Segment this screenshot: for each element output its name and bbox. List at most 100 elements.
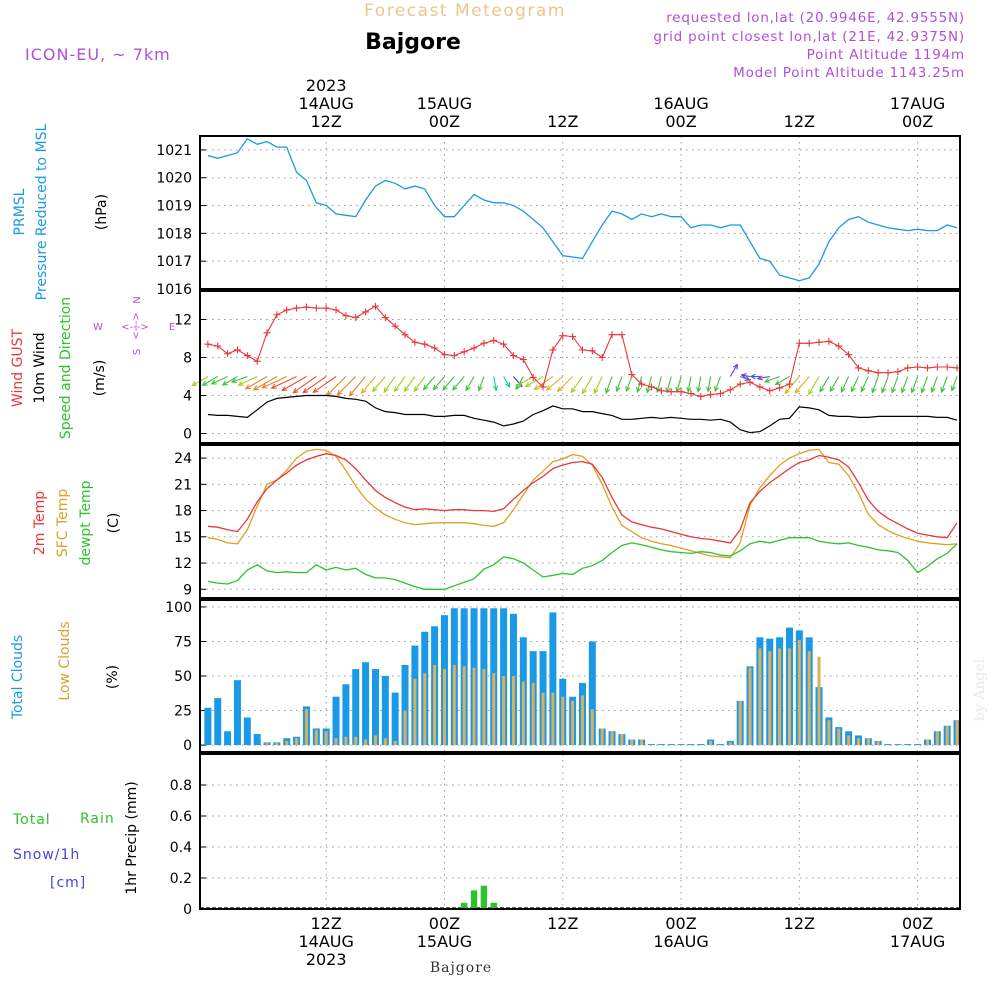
wind-arrow [222, 376, 238, 386]
gust-marker [204, 340, 212, 348]
pressure-y-tick-label: 1020 [156, 171, 192, 187]
wind-arrow-head [881, 387, 887, 394]
cloud-bars [204, 608, 961, 746]
wind-arrow-head [625, 386, 631, 393]
top-time-label: 15AUG [417, 94, 472, 113]
wind-arrow [423, 376, 436, 390]
gust-marker [401, 331, 409, 339]
low-cloud-bar [945, 725, 949, 746]
wind-arrow-head [336, 390, 343, 396]
bottom-time-label: 00Z [902, 914, 933, 933]
total-cloud-bar [381, 676, 389, 746]
wind-arrow-head [371, 386, 378, 393]
gust-marker [894, 368, 902, 376]
low-cloud-bar [709, 740, 713, 746]
grid-point-coords: grid point closest lon,lat (21E, 42.9375… [653, 29, 965, 45]
gust-marker [815, 338, 823, 346]
gust-marker [332, 306, 340, 314]
gust-marker [263, 329, 271, 337]
temp-y-tick-label: 9 [183, 582, 192, 598]
wind-arrow [616, 376, 623, 392]
precipitation-panel: 0 0.2 0.4 0.6 0.8 [170, 753, 961, 918]
wind-arrow [302, 376, 327, 394]
wind-arrow-head [920, 387, 926, 394]
wind-arrow [764, 375, 780, 383]
clouds-y-tick-label: 25 [174, 704, 192, 720]
total-cloud-bar [352, 669, 360, 746]
wind-arrow [202, 376, 219, 386]
low-cloud-bar [787, 648, 791, 746]
wind-arrow-head [900, 387, 906, 394]
total-label: Total [12, 812, 51, 828]
bottom-time-label: 16AUG [653, 932, 708, 951]
total-cloud-bar [362, 662, 370, 746]
total-cloud-bar [657, 744, 665, 746]
gust-marker [776, 384, 784, 392]
gust-marker [608, 331, 616, 339]
wind-arrow [911, 376, 919, 393]
wind-arrow [757, 375, 770, 380]
wind-arrow [245, 376, 268, 390]
wind-arrow-head [665, 387, 671, 394]
total-cloud-bar [914, 744, 922, 746]
low-cloud-bar [413, 678, 417, 746]
gust-marker [914, 363, 922, 371]
gust-marker [845, 351, 853, 359]
gust-marker [825, 337, 833, 345]
pressure-y-tick-label: 1018 [156, 226, 192, 242]
temp-unit: (C) [106, 513, 122, 534]
wind-dir-label: Speed and Direction [58, 297, 74, 439]
total-cloud-bar [391, 692, 399, 746]
total-cloud-bar [904, 744, 912, 746]
wind-arrow [211, 376, 228, 385]
top-time-label: 00Z [902, 112, 933, 131]
total-cloud-bar [401, 664, 409, 746]
snow-unit-label: [cm] [50, 875, 86, 891]
wind-arrow-head [696, 386, 702, 394]
gust-marker [500, 340, 508, 348]
gust-marker [490, 336, 498, 344]
precip-y-tick-label: 0.6 [170, 809, 192, 825]
wind-arrow-head [545, 385, 552, 391]
low-cloud-bar [344, 736, 348, 746]
low-cloud-bar [778, 648, 782, 746]
wind-arrow-head [516, 381, 523, 387]
compass-ns-arrow: <---> [131, 312, 142, 340]
low-cloud-bar [304, 709, 308, 746]
gust-marker [697, 392, 705, 400]
wind-arrow [819, 376, 830, 392]
wind-arrow-head [714, 386, 720, 393]
pressure-y-tick-label: 1019 [156, 199, 192, 215]
low-cloud-bar [758, 648, 762, 746]
sfc-temp-label: SFC Temp [55, 489, 71, 558]
wind-arrow-head [244, 384, 251, 390]
low-cloud-bar [640, 739, 644, 746]
low-cloud-bar [275, 742, 279, 746]
wind-arrow [687, 376, 692, 392]
wind-arrow-head [774, 380, 781, 386]
wind-arrow [383, 376, 396, 393]
rain-label: Rain [80, 811, 115, 827]
gust-marker [450, 352, 458, 360]
low-cloud-bar [531, 682, 535, 746]
wind-arrow-head [348, 390, 355, 397]
precip-grid [200, 754, 960, 910]
temp2m-label: 2m Temp [32, 491, 48, 555]
gust-marker [716, 390, 724, 398]
gust-marker [943, 363, 951, 371]
low-cloud-bar [600, 728, 604, 746]
wind-arrow-head [191, 381, 198, 387]
wind-arrow [238, 376, 258, 386]
compass-e: E [169, 322, 175, 333]
low-cloud-bar [571, 700, 575, 746]
wind-arrow [361, 376, 376, 394]
gust-marker [352, 314, 360, 322]
clouds-unit: (%) [105, 665, 121, 689]
wind-arrow-head [221, 380, 228, 386]
total-cloud-bar [697, 744, 705, 746]
low-cloud-bar [492, 673, 496, 746]
gust-marker [509, 352, 517, 360]
total-cloud-bar [371, 669, 379, 746]
low-cloud-bar [876, 740, 880, 746]
gust-marker [707, 391, 715, 399]
